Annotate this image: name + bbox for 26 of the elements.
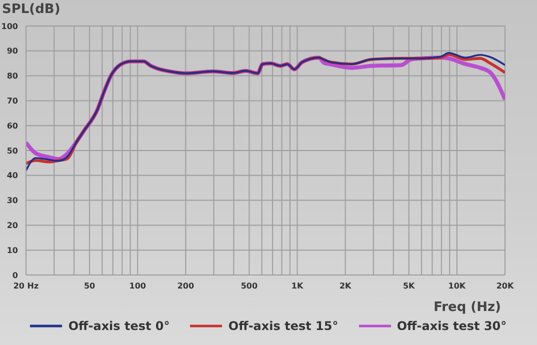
y-tick-label: 100 [1,22,18,31]
legend-label: Off-axis test 15° [228,319,338,333]
x-tick-label: 2K [339,282,352,291]
x-tick-label: 10K [448,282,466,291]
x-tick-label: 500 [240,282,258,291]
legend-label: Off-axis test 30° [396,319,507,333]
x-tick-label: 200 [177,282,194,291]
y-tick-label: 20 [6,221,18,230]
x-axis-title: Freq (Hz) [434,300,501,315]
legend-label: Off-axis test 0° [68,319,170,333]
y-tick-label: 10 [6,246,18,255]
y-tick-label: 40 [6,171,18,180]
y-tick-label: 60 [6,121,18,130]
x-tick-label: 50 [84,282,96,291]
x-tick-label: 100 [129,282,146,291]
y-tick-label: 0 [12,270,18,280]
y-tick-label: 90 [6,46,18,56]
y-tick-label: 50 [6,146,18,156]
y-tick-label: 70 [6,96,18,106]
y-axis-title: SPL(dB) [2,2,60,18]
x-tick-label: 20K [496,282,514,291]
x-tick-label: 1K [291,282,304,291]
x-tick-label: 5K [402,282,416,291]
x-tick-label: 20 Hz [13,282,39,291]
y-tick-label: 80 [6,72,18,81]
y-tick-label: 30 [6,196,18,206]
